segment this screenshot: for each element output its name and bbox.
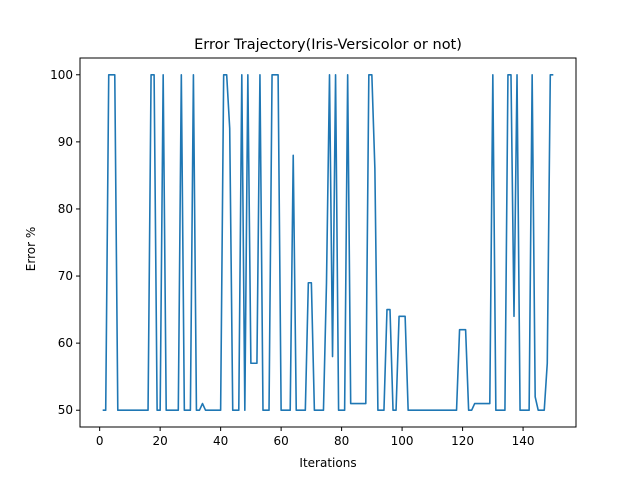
plot-frame [79, 57, 577, 428]
x-tick-label: 120 [451, 434, 474, 448]
x-tick-label: 60 [273, 434, 288, 448]
series-line-0 [102, 73, 554, 412]
x-axis-label: Iterations [299, 456, 356, 470]
x-tick-label: 40 [213, 434, 228, 448]
y-tick-label: 100 [50, 68, 73, 82]
y-tick-label: 60 [58, 336, 73, 350]
x-tick-label: 20 [153, 434, 168, 448]
x-tick-label: 140 [512, 434, 535, 448]
y-tick-label: 50 [58, 403, 73, 417]
chart-title: Error Trajectory(Iris-Versicolor or not) [194, 37, 462, 53]
x-axis-ticks: 0 20 40 60 80 100 120 140 [96, 427, 535, 448]
y-axis-ticks: 50 60 70 80 90 100 [50, 68, 80, 417]
y-axis-label: Error % [24, 227, 38, 271]
x-tick-label: 100 [391, 434, 414, 448]
y-tick-label: 90 [58, 135, 73, 149]
x-tick-label: 80 [334, 434, 349, 448]
plot-area [102, 73, 554, 412]
y-tick-label: 80 [58, 202, 73, 216]
y-tick-label: 70 [58, 269, 73, 283]
x-tick-label: 0 [96, 434, 104, 448]
